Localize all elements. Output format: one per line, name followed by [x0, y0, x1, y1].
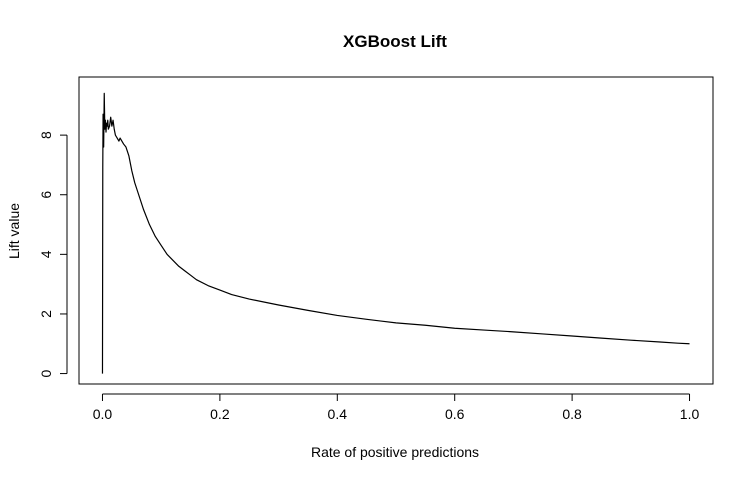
y-tick-label: 4: [38, 250, 54, 258]
y-axis-label: Lift value: [6, 203, 22, 259]
x-tick-label: 1.0: [680, 406, 700, 422]
y-tick-label: 2: [38, 310, 54, 318]
x-axis: 0.0 0.2 0.4 0.6 0.8 1.0: [93, 393, 700, 422]
y-tick-label: 0: [38, 369, 54, 377]
x-tick-label: 0.4: [328, 406, 348, 422]
y-tick-label: 6: [38, 191, 54, 199]
x-tick-label: 0.6: [445, 406, 465, 422]
plot-frame: [78, 76, 714, 385]
y-tick-label: 8: [38, 131, 54, 139]
x-tick-label: 0.2: [210, 406, 230, 422]
y-axis: 0 2 4 6 8: [38, 131, 68, 377]
x-tick-label: 0.8: [562, 406, 582, 422]
chart-title: XGBoost Lift: [343, 32, 447, 51]
x-tick-label: 0.0: [93, 406, 113, 422]
lift-curve-line: [101, 92, 690, 374]
x-axis-label: Rate of positive predictions: [311, 444, 479, 460]
